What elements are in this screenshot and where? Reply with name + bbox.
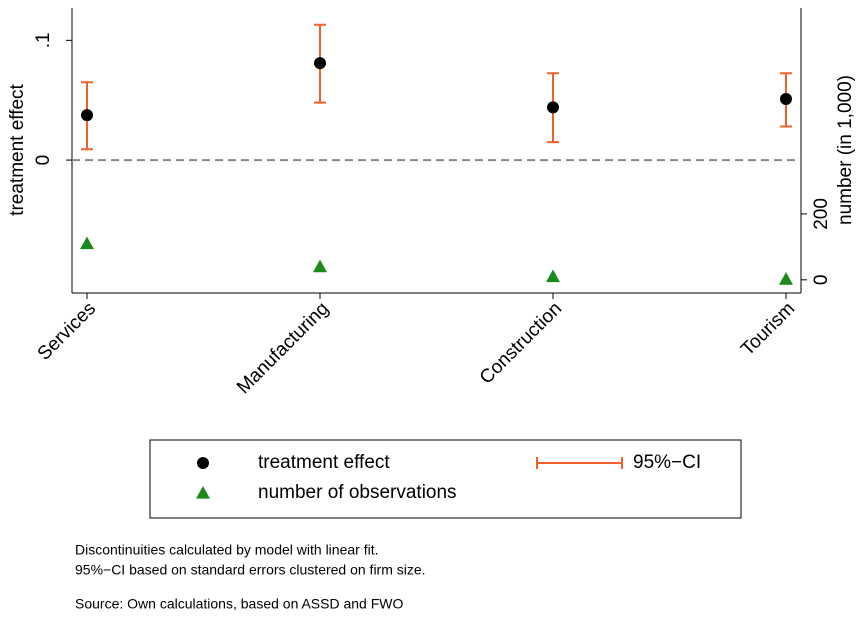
x-tick-label: Construction xyxy=(476,298,566,388)
legend-marker xyxy=(536,457,623,469)
legend-label: number of observations xyxy=(258,482,457,503)
point xyxy=(779,272,793,285)
point xyxy=(313,259,327,273)
y-tick-label: 0 xyxy=(33,155,54,166)
point xyxy=(314,57,326,70)
legend-marker xyxy=(196,486,210,499)
note: Source: Own calculations, based on ASSD … xyxy=(75,596,403,612)
legend-box xyxy=(149,439,742,519)
y2-tick-label: 200 xyxy=(811,198,832,230)
note: Discontinuities calculated by model with… xyxy=(75,542,378,558)
point xyxy=(547,101,559,114)
y2-tick-label: 0 xyxy=(811,275,832,286)
legend-marker xyxy=(197,457,209,469)
legend-label: 95%−CI xyxy=(633,452,701,473)
point xyxy=(80,236,94,250)
x-tick-label: Services xyxy=(34,298,100,364)
legend-label: treatment effect xyxy=(258,452,390,473)
y2-axis-label: number (in 1,000) xyxy=(835,75,856,225)
point xyxy=(546,269,560,283)
point xyxy=(780,93,792,106)
point xyxy=(81,109,93,122)
y-tick-label: .1 xyxy=(33,32,54,48)
x-tick-label: Manufacturing xyxy=(233,298,333,398)
y-axis-label: treatment effect xyxy=(7,83,28,215)
x-tick-label: Tourism xyxy=(737,298,799,360)
note: 95%−CI based on standard errors clustere… xyxy=(75,562,426,578)
